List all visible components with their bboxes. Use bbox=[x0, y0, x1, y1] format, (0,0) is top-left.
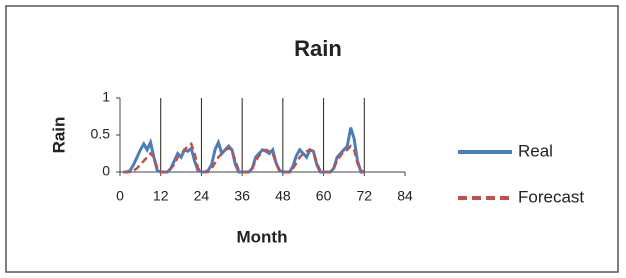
y-axis-label: Rain bbox=[49, 117, 68, 154]
x-tick-label: 0 bbox=[116, 188, 124, 204]
x-axis-label: Month bbox=[237, 227, 288, 246]
x-tick-label: 48 bbox=[275, 188, 291, 204]
legend-label: Forecast bbox=[518, 187, 584, 206]
chart: Rain Month Rain 0 0.5 1 0 12 24 36 48 60 72 84 Real… bbox=[0, 0, 626, 278]
y-tick-label: 0 bbox=[102, 163, 110, 179]
y-tick-label: 0.5 bbox=[91, 126, 111, 142]
x-tick-label: 72 bbox=[356, 188, 372, 204]
x-tick-label: 84 bbox=[397, 188, 413, 204]
legend-label: Real bbox=[518, 141, 553, 160]
x-tick-label: 12 bbox=[153, 188, 169, 204]
chart-title: Rain bbox=[294, 36, 342, 61]
x-tick-label: 36 bbox=[234, 188, 250, 204]
x-tick-label: 60 bbox=[316, 188, 332, 204]
page: Rain Month Rain 0 0.5 1 0 12 24 36 48 60 72 84 Real… bbox=[0, 0, 626, 278]
y-tick-label: 1 bbox=[102, 89, 110, 105]
x-tick-label: 24 bbox=[194, 188, 210, 204]
